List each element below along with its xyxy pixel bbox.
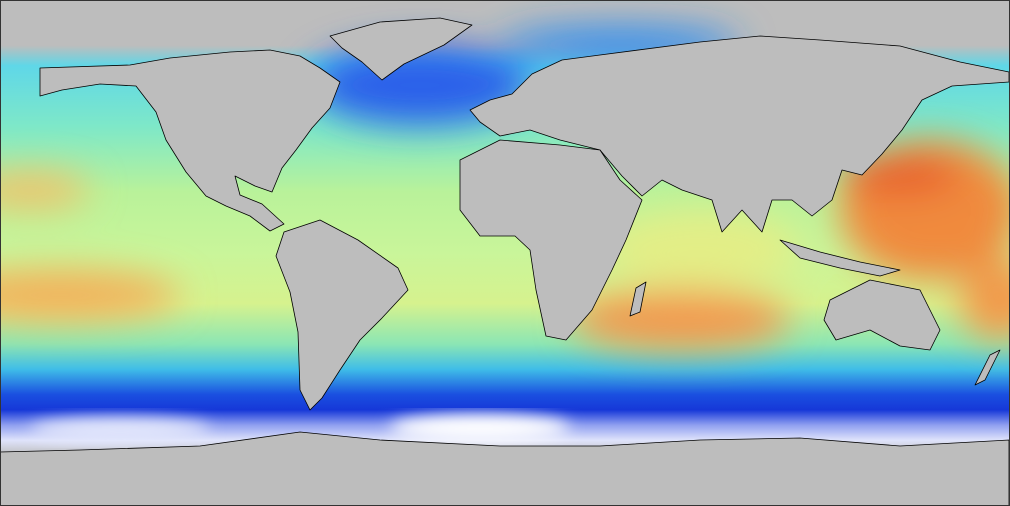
greenland (329, 17, 473, 81)
ocean-patches (0, 27, 1010, 350)
eurasia (469, 35, 1010, 233)
australia (823, 279, 941, 351)
east-pacific-warm (0, 270, 180, 320)
africa (459, 139, 643, 341)
indian-ocean-warm (570, 290, 790, 350)
pacific-east-edge (960, 260, 1010, 340)
southern-ocean (30, 414, 570, 442)
land (0, 17, 1010, 506)
north-pacific-warm (0, 172, 90, 208)
weddell-ice (390, 414, 570, 442)
ross-ice (30, 418, 210, 442)
indonesia (779, 239, 901, 277)
new-zealand (974, 349, 1001, 386)
madagascar (629, 281, 647, 317)
north-america (39, 49, 341, 232)
indian-ocean-mild (600, 210, 800, 290)
south-america (275, 219, 409, 411)
